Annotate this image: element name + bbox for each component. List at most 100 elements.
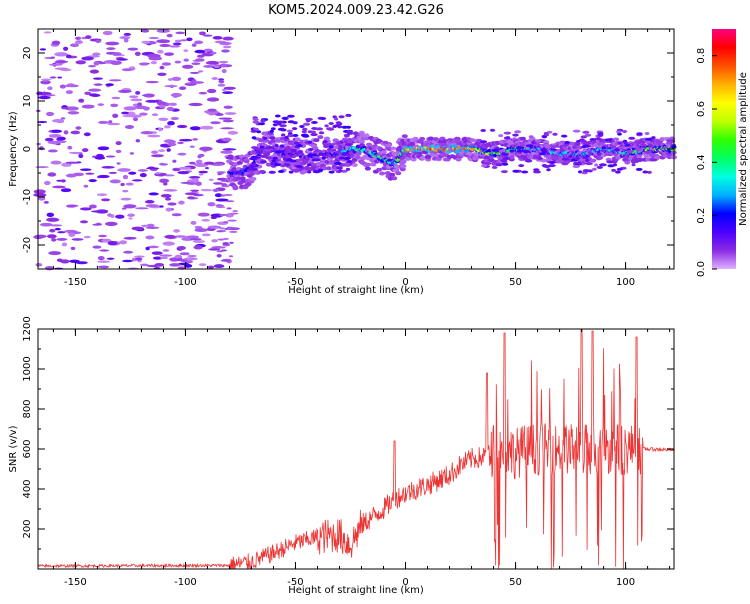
spectrogram-cell (203, 34, 213, 37)
spectrogram-cell (291, 127, 298, 131)
spectrogram-cell (192, 138, 199, 141)
spectrogram-cell (582, 130, 590, 134)
spectrogram-cell (190, 81, 205, 84)
spectrogram-cell (337, 122, 343, 126)
spectrogram-cell (343, 133, 350, 138)
spectrogram-cell (164, 197, 172, 201)
y-tick-label: 0 (22, 146, 33, 152)
spectrogram-cell (272, 156, 278, 160)
spectrogram-cell (64, 106, 79, 111)
spectrogram-cell (645, 137, 652, 141)
spectrogram-cell (59, 84, 66, 89)
spectrogram-cell (500, 170, 508, 174)
spectrogram-cell (97, 103, 105, 106)
spectrogram-cell (194, 58, 205, 62)
spectrogram-cell (156, 101, 167, 106)
spectrogram-cell (312, 170, 321, 174)
spectrogram-cell (106, 257, 115, 260)
spectrogram-cell (188, 102, 203, 107)
y-tick-label: 600 (22, 439, 33, 458)
y-tick-label: 1200 (22, 316, 33, 341)
spectrogram-cell (220, 259, 231, 262)
spectrogram-cell (123, 106, 137, 111)
spectrogram-cell (596, 165, 603, 169)
spectrogram-cell (215, 198, 229, 202)
spectrogram-cell (582, 155, 589, 159)
x-tick-label: 100 (616, 277, 635, 288)
spectrogram-cell (255, 150, 264, 154)
spectrogram-cell (338, 115, 345, 119)
spectrogram-cell (606, 160, 615, 164)
spectrogram-cell (131, 179, 143, 182)
spectrogram-cell (57, 76, 63, 79)
spectrogram-cell (240, 179, 247, 184)
spectrogram-cell (505, 136, 511, 140)
spectrogram-cell (157, 149, 166, 152)
spectrogram-cell (33, 193, 47, 197)
spectrogram-cell (125, 182, 134, 186)
spectrogram-cell (295, 164, 303, 168)
spectrogram-cell (216, 250, 224, 253)
spectrogram-cell (141, 224, 148, 227)
spectrogram-cell (192, 240, 206, 243)
spectrogram-cell (45, 111, 55, 117)
spectrogram-cell (612, 137, 620, 141)
spectrogram-cell (51, 129, 63, 133)
spectrogram-cell (199, 146, 213, 151)
spectrogram-cell (365, 162, 372, 167)
spectrogram-cell (270, 161, 275, 165)
spectrogram-cell (135, 139, 140, 143)
spectrogram-cell (306, 163, 312, 167)
spectrogram-cell (366, 142, 373, 147)
spectrogram-cell (210, 121, 221, 125)
spectrogram-cell (89, 69, 100, 74)
colorbar-tick-label: 0.0 (696, 261, 707, 277)
spectrogram-cell (345, 125, 351, 129)
spectrogram-cell (642, 170, 649, 174)
spectrogram-cell (616, 130, 622, 134)
spectrogram-cell (115, 214, 125, 219)
spectrogram-cell (198, 263, 207, 267)
spectrogram-cell (337, 125, 343, 129)
spectrogram-cell (548, 161, 556, 164)
spectrogram-cell (139, 173, 147, 178)
x-tick-label: -150 (64, 577, 87, 588)
spectrogram-cell (222, 242, 230, 245)
spectrogram-cell (380, 150, 387, 155)
spectrogram-cell (491, 148, 499, 152)
x-tick-label: 100 (616, 577, 635, 588)
spectrogram-cell (205, 60, 220, 65)
spectrogram-cell (541, 135, 548, 139)
spectrogram-cell (207, 265, 215, 269)
spectrogram-cell (253, 170, 260, 175)
spectrogram-cell (294, 137, 301, 142)
spectrogram-cell (345, 143, 353, 147)
spectrogram-cell (166, 106, 175, 112)
spectrogram-cell (305, 117, 313, 121)
spectrogram-cell (49, 76, 57, 79)
spectrogram-cell (521, 170, 529, 174)
spectrogram-cell (194, 40, 204, 45)
spectrogram-cell (284, 135, 289, 139)
spectrogram-cell (389, 172, 396, 177)
spectrogram-cell (70, 246, 76, 251)
spectrogram-cell (552, 132, 558, 136)
spectrogram-cell (181, 237, 195, 241)
spectrogram-cell (302, 127, 308, 131)
spectrogram-cell (68, 232, 76, 237)
spectrogram-cell (161, 62, 172, 66)
spectrogram-cell (635, 167, 643, 171)
spectrogram-cell (204, 167, 210, 170)
snr-panel: -150 -100 -50 0 50 100 200 400 600 800 1000 1200 H… (8, 316, 675, 596)
spectrogram-cell (177, 141, 184, 145)
spectrogram-cell (89, 93, 99, 97)
spectrogram-cell (140, 29, 150, 33)
colorbar-label: Normalized spectral amplitude (738, 72, 749, 226)
spectrogram-cell (624, 143, 631, 147)
spectrogram-cell (97, 265, 110, 269)
spectrogram-cell (36, 120, 48, 124)
spectrogram-cell (621, 130, 628, 133)
spectrogram-cell (188, 175, 201, 179)
spectrogram-cell (162, 241, 175, 246)
spectrogram-cell (264, 151, 271, 156)
